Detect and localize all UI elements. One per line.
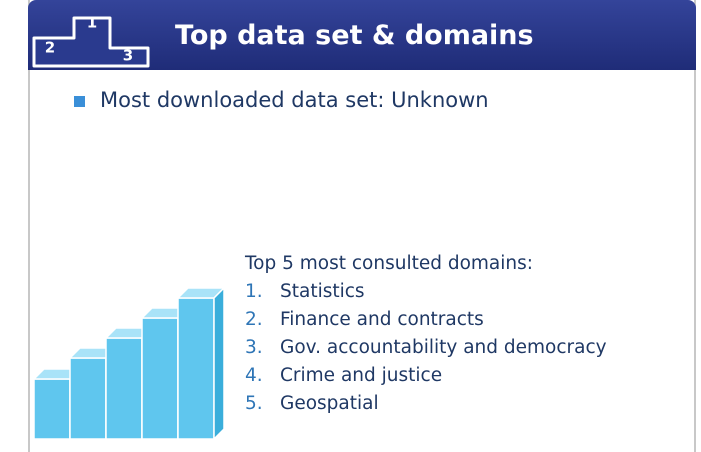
list-number: 4. <box>245 365 263 386</box>
bars-icon <box>28 284 228 444</box>
podium-icon: 1 2 3 <box>28 2 158 68</box>
list-item: Statistics <box>280 281 365 302</box>
list-number: 5. <box>245 393 263 414</box>
list-number: 3. <box>245 337 263 358</box>
bullet-text: Most downloaded data set: Unknown <box>100 88 489 112</box>
page: 1 2 3 Top data set & domains Most downlo… <box>0 0 701 452</box>
podium-label: 1 <box>87 14 97 32</box>
bars <box>34 288 224 439</box>
list-number: 1. <box>245 281 263 302</box>
list-item: Finance and contracts <box>280 309 484 330</box>
list-heading: Top 5 most consulted domains: <box>245 253 533 274</box>
list-item: Crime and justice <box>280 365 442 386</box>
list-number: 2. <box>245 309 263 330</box>
header-title: Top data set & domains <box>175 20 534 51</box>
podium-label: 2 <box>45 39 55 57</box>
bullet-marker <box>74 96 85 107</box>
podium-label: 3 <box>123 47 133 65</box>
list-item: Gov. accountability and democracy <box>280 337 607 358</box>
list-item: Geospatial <box>280 393 379 414</box>
